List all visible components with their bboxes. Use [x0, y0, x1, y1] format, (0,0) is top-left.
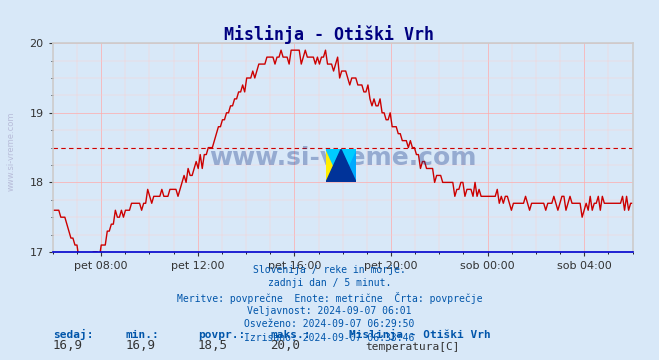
Text: povpr.:: povpr.: [198, 330, 245, 340]
Text: 16,9: 16,9 [125, 339, 156, 352]
Polygon shape [326, 149, 356, 182]
Text: www.si-vreme.com: www.si-vreme.com [209, 146, 476, 170]
Text: sedaj:: sedaj: [53, 329, 93, 340]
Text: min.:: min.: [125, 330, 159, 340]
Bar [326, 166, 341, 182]
Bar [341, 166, 356, 182]
Text: zadnji dan / 5 minut.: zadnji dan / 5 minut. [268, 278, 391, 288]
Text: maks.:: maks.: [270, 330, 310, 340]
Text: Slovenija / reke in morje.: Slovenija / reke in morje. [253, 265, 406, 275]
Text: www.si-vreme.com: www.si-vreme.com [7, 112, 16, 191]
Text: 18,5: 18,5 [198, 339, 228, 352]
Text: Mislinja - Otiški Vrh: Mislinja - Otiški Vrh [349, 329, 491, 340]
Text: Osveženo: 2024-09-07 06:29:50: Osveženo: 2024-09-07 06:29:50 [244, 319, 415, 329]
Text: Veljavnost: 2024-09-07 06:01: Veljavnost: 2024-09-07 06:01 [247, 306, 412, 316]
Bar [341, 149, 356, 166]
Polygon shape [326, 149, 356, 182]
Text: Izrisano: 2024-09-07 06:33:46: Izrisano: 2024-09-07 06:33:46 [244, 333, 415, 343]
Bar [326, 149, 341, 166]
Text: 16,9: 16,9 [53, 339, 83, 352]
Polygon shape [326, 149, 341, 182]
Text: Mislinja - Otiški Vrh: Mislinja - Otiški Vrh [225, 25, 434, 44]
Text: 20,0: 20,0 [270, 339, 301, 352]
Polygon shape [341, 149, 356, 182]
Text: temperatura[C]: temperatura[C] [366, 342, 460, 352]
Text: Meritve: povprečne  Enote: metrične  Črta: povprečje: Meritve: povprečne Enote: metrične Črta:… [177, 292, 482, 304]
